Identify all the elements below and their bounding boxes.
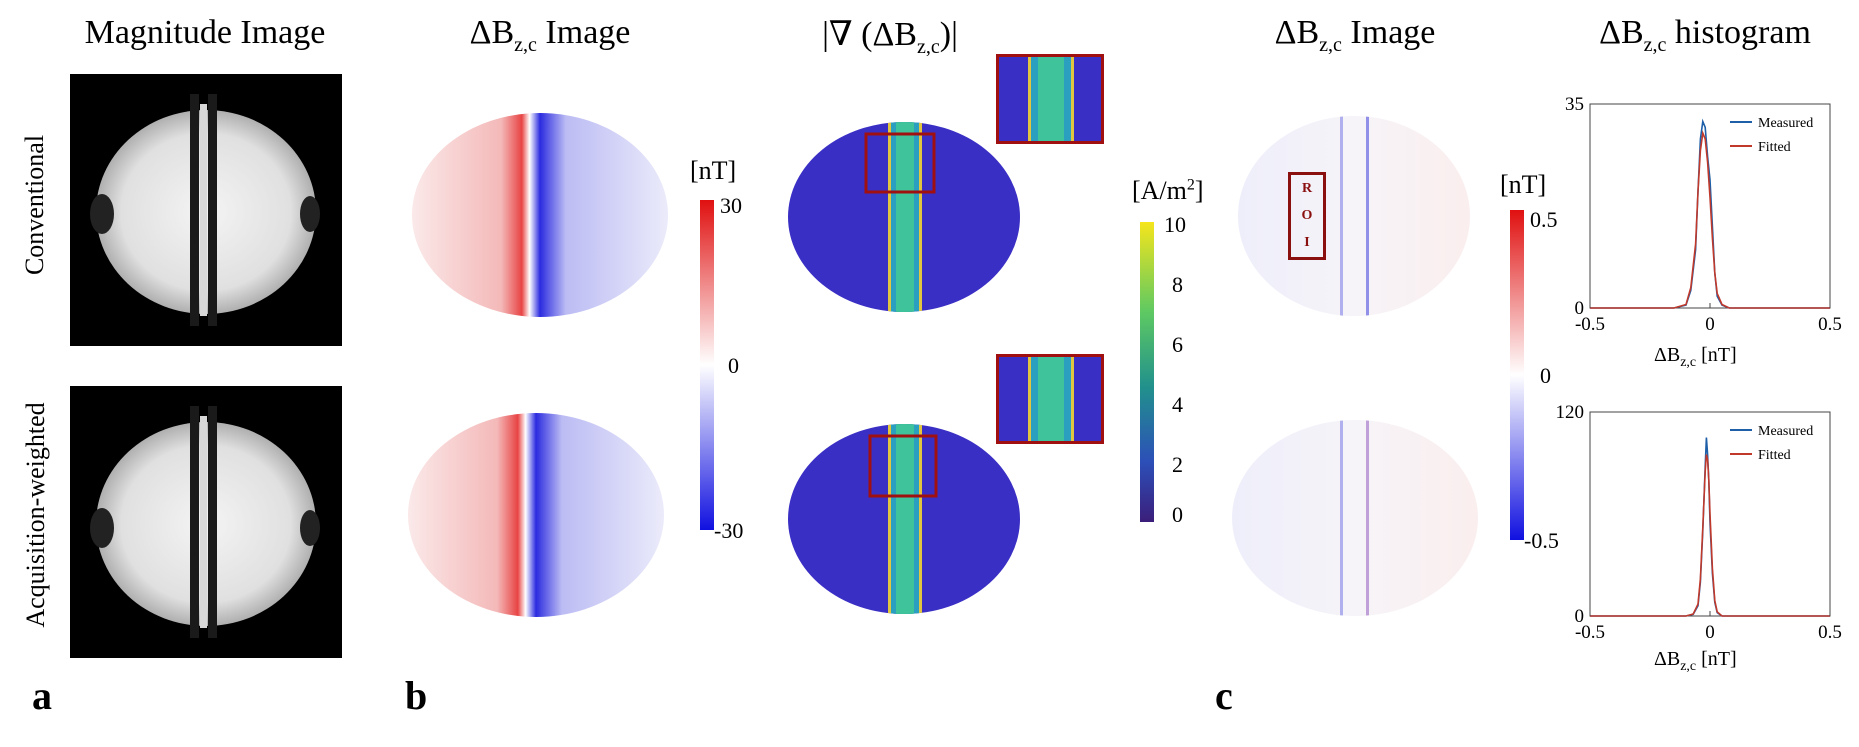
roi-letter-r: R (1301, 180, 1313, 196)
y-tick-label: 120 (1556, 402, 1585, 423)
legend-label-measured: Measured (1758, 116, 1813, 131)
title-dbz-image-c: ΔBz,c Image (1274, 14, 1436, 56)
histogram-series-fitted (1590, 130, 1830, 309)
dbz-c-image-conventional (1238, 116, 1470, 316)
colorbar-c-unit: [nT] (1500, 170, 1547, 199)
y-tick-label: 35 (1565, 94, 1584, 115)
roi-letter-i: I (1304, 235, 1310, 251)
histogram-conventional-xlabel: ΔBz,c [nT] (1654, 344, 1737, 370)
dbz-image-acquisition-weighted (408, 413, 664, 617)
colorbar-b-unit: [nT] (690, 156, 737, 185)
roi-letter-o: O (1301, 207, 1313, 223)
panel-letter-a: a (32, 673, 52, 718)
y-tick-label: 0 (1575, 298, 1585, 319)
dbz-image-conventional (412, 113, 668, 317)
legend-label-fitted: Fitted (1758, 448, 1791, 463)
colorbar-grad (1140, 222, 1154, 522)
colorbar-grad-tick-0: 0 (1172, 502, 1183, 527)
colorbar-grad-tick-6: 6 (1172, 332, 1183, 357)
legend-label-fitted: Fitted (1758, 140, 1791, 155)
colorbar-grad-tick-2: 2 (1172, 452, 1183, 477)
histogram-acquisition-weighted-xlabel: ΔBz,c [nT] (1654, 648, 1737, 674)
magnitude-image-acquisition-weighted (70, 386, 342, 658)
gradient-zoom-inset-conventional (996, 54, 1104, 144)
row-label-acquisition-weighted: Acquisition-weighted (21, 402, 50, 628)
x-tick-label: 0 (1705, 622, 1715, 643)
colorbar-b-tick-bottom: -30 (714, 518, 744, 543)
colorbar-c (1510, 210, 1524, 540)
panel-letter-c: c (1215, 673, 1233, 718)
colorbar-c-tick-mid: 0 (1540, 363, 1551, 388)
y-tick-label: 0 (1575, 606, 1585, 627)
colorbar-b (700, 200, 714, 530)
colorbar-grad-tick-8: 8 (1172, 272, 1183, 297)
colorbar-grad-tick-4: 4 (1172, 392, 1183, 417)
x-tick-label: 0.5 (1818, 622, 1842, 643)
gradient-zoom-inset-acquisition-weighted (996, 354, 1104, 444)
colorbar-b-tick-top: 30 (720, 193, 742, 218)
title-magnitude-image: Magnitude Image (84, 14, 326, 51)
colorbar-b-tick-mid: 0 (728, 353, 739, 378)
colorbar-grad-tick-10: 10 (1164, 212, 1186, 237)
title-dbz-image-b: ΔBz,c Image (469, 14, 631, 56)
colorbar-c-tick-bottom: -0.5 (1524, 528, 1559, 553)
colorbar-c-tick-top: 0.5 (1530, 207, 1558, 232)
gradient-image-acquisition-weighted (788, 424, 1020, 614)
gradient-image-conventional (788, 122, 1020, 312)
legend-label-measured: Measured (1758, 424, 1813, 439)
x-tick-label: 0.5 (1818, 314, 1842, 335)
dbz-c-image-acquisition-weighted (1232, 420, 1478, 616)
x-tick-label: -0.5 (1575, 622, 1605, 643)
title-gradient: |∇ (ΔBz,c)| (822, 16, 958, 58)
colorbar-grad-unit: [A/m2] (1132, 176, 1204, 205)
magnitude-image-conventional (70, 74, 342, 346)
title-histogram: ΔBz,c histogram (1599, 14, 1811, 56)
x-tick-label: -0.5 (1575, 314, 1605, 335)
x-tick-label: 0 (1705, 314, 1715, 335)
row-label-conventional: Conventional (20, 134, 49, 276)
histogram-series-fitted (1590, 454, 1830, 617)
panel-letter-b: b (405, 673, 428, 718)
roi-box: R O I (1288, 172, 1326, 260)
